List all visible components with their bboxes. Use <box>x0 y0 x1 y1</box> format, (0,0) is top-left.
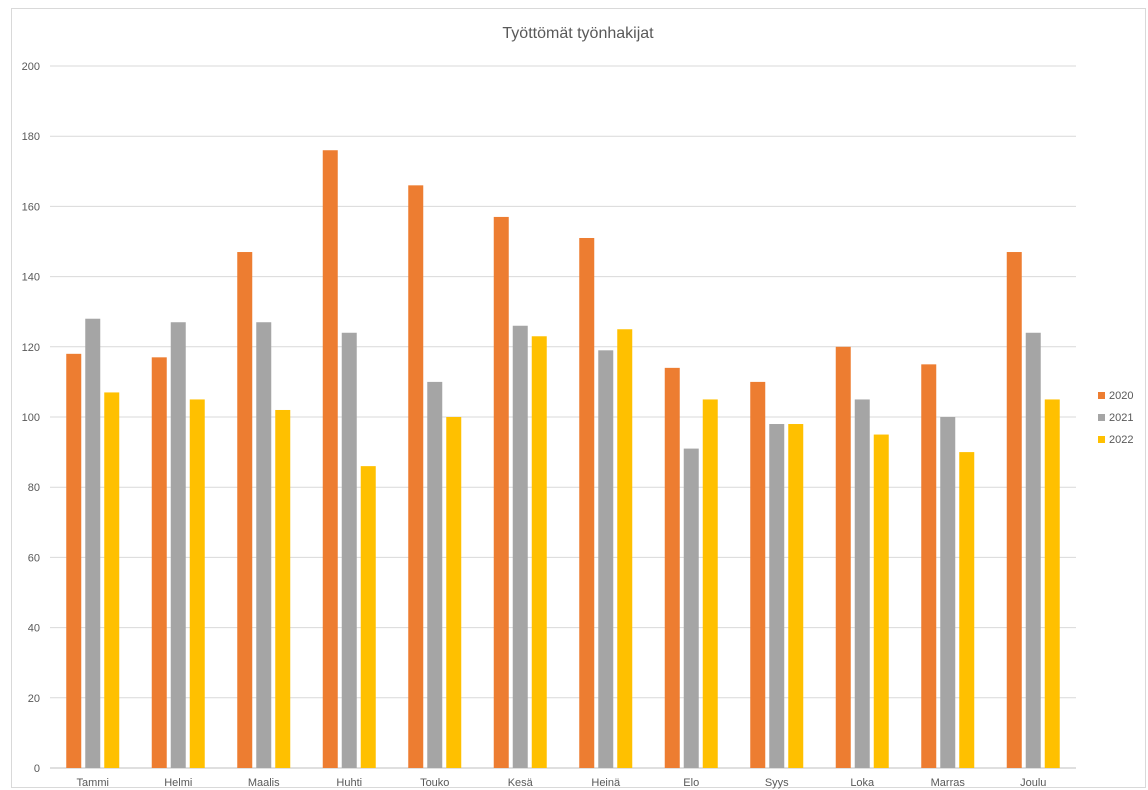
y-tick-label: 80 <box>28 482 40 494</box>
x-tick-label: Huhti <box>336 777 362 789</box>
bar-2020-maalis <box>237 252 253 768</box>
bar-2022-huhti <box>360 466 376 768</box>
x-tick-label: Syys <box>765 777 789 789</box>
y-tick-label: 120 <box>22 342 40 354</box>
legend-swatch-2020 <box>1098 392 1105 399</box>
bar-2022-heinä <box>617 329 633 768</box>
bar-2022-joulu <box>1044 399 1060 768</box>
y-tick-label: 200 <box>22 61 40 73</box>
bar-2021-heinä <box>598 350 614 768</box>
x-axis-labels: Tammi Helmi Maalis Huhti Touko Kesä Heinä Elo Sy… <box>77 777 1047 789</box>
bar-2022-loka <box>873 434 889 768</box>
bar-2020-loka <box>835 346 851 768</box>
legend-swatch-2021 <box>1098 414 1105 421</box>
x-tick-label: Marras <box>931 777 966 789</box>
x-tick-label: Kesä <box>508 777 534 789</box>
bar-2022-syys <box>788 424 804 768</box>
bar-2021-loka <box>854 399 870 768</box>
bar-2020-marras <box>921 364 937 768</box>
legend-swatch-2022 <box>1098 436 1105 443</box>
x-tick-label: Loka <box>850 777 875 789</box>
bar-2021-elo <box>683 448 699 768</box>
x-tick-label: Maalis <box>248 777 280 789</box>
bar-2022-maalis <box>275 409 291 768</box>
bar-2021-maalis <box>256 322 272 768</box>
bars <box>66 150 1060 769</box>
chart-title: Työttömät työnhakijat <box>502 25 654 42</box>
legend-label-2022: 2022 <box>1109 434 1133 446</box>
bar-2022-elo <box>702 399 718 768</box>
y-tick-label: 100 <box>22 412 40 424</box>
bar-2021-huhti <box>341 332 357 768</box>
bar-2021-syys <box>769 424 785 768</box>
bar-2021-touko <box>427 381 443 768</box>
x-tick-label: Helmi <box>164 777 192 789</box>
y-tick-label: 160 <box>22 201 40 213</box>
bar-2020-heinä <box>579 237 595 769</box>
bar-2022-touko <box>446 417 462 768</box>
bar-2020-tammi <box>66 353 82 768</box>
bar-2021-tammi <box>85 318 101 768</box>
x-tick-label: Elo <box>683 777 699 789</box>
bar-2022-marras <box>959 452 975 768</box>
legend: 2020 2021 2022 <box>1098 390 1133 446</box>
y-tick-label: 180 <box>22 131 40 143</box>
bar-2020-kesä <box>493 216 509 768</box>
x-tick-label: Heinä <box>591 777 621 789</box>
y-tick-label: 0 <box>34 763 40 775</box>
bar-2020-joulu <box>1006 252 1022 768</box>
bar-2022-helmi <box>189 399 205 768</box>
y-axis-labels: 0 20 40 60 80 100 120 140 160 180 200 <box>22 61 40 775</box>
bar-2022-tammi <box>104 392 120 768</box>
y-tick-label: 140 <box>22 272 40 284</box>
y-tick-label: 60 <box>28 552 40 564</box>
y-tick-label: 20 <box>28 693 40 705</box>
bar-2020-helmi <box>151 357 167 768</box>
x-tick-label: Joulu <box>1020 777 1046 789</box>
bar-2021-kesä <box>512 325 528 768</box>
bar-2021-joulu <box>1025 332 1041 768</box>
bar-2021-marras <box>940 417 956 768</box>
bar-2020-huhti <box>322 150 338 769</box>
bar-2020-syys <box>750 381 766 768</box>
gridlines <box>50 65 1076 769</box>
bar-2020-elo <box>664 367 680 768</box>
bar-2021-helmi <box>170 322 186 768</box>
legend-label-2020: 2020 <box>1109 390 1133 402</box>
x-tick-label: Tammi <box>77 777 109 789</box>
x-tick-label: Touko <box>420 777 449 789</box>
y-tick-label: 40 <box>28 623 40 635</box>
bar-2020-touko <box>408 185 424 769</box>
legend-label-2021: 2021 <box>1109 412 1133 424</box>
bar-2022-kesä <box>531 336 547 768</box>
